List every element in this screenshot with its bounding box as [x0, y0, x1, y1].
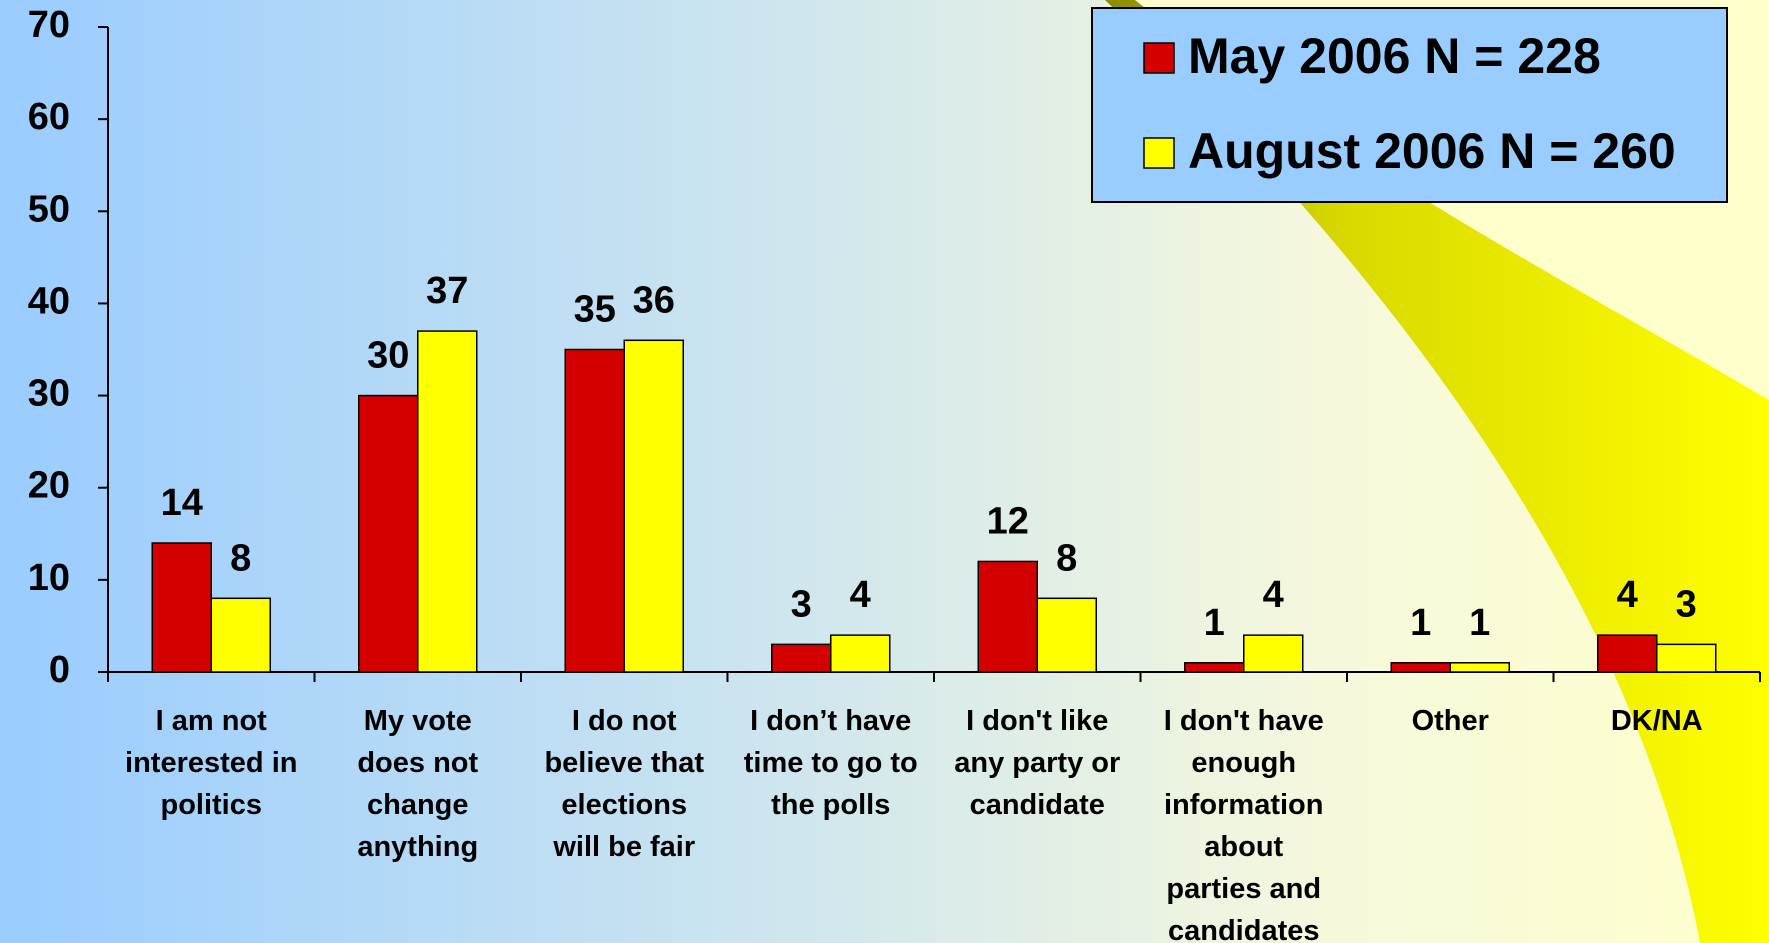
- x-tick-label: Other: [1347, 700, 1554, 742]
- bar: [831, 635, 890, 672]
- bar: [152, 543, 211, 672]
- value-label: 1: [1469, 602, 1490, 644]
- bar: [1657, 644, 1716, 672]
- legend: May 2006 N = 228 August 2006 N = 260: [1092, 8, 1727, 202]
- x-tick-label-box: Other: [1347, 700, 1554, 943]
- bar: [1391, 663, 1450, 672]
- value-label: 1: [1410, 602, 1431, 644]
- value-label: 30: [367, 335, 409, 377]
- bar: [1450, 663, 1509, 672]
- value-label: 14: [161, 482, 203, 524]
- legend-label: August 2006 N = 260: [1188, 123, 1676, 179]
- legend-swatch: [1144, 138, 1174, 168]
- x-tick-label-box: I don't have enough information about pa…: [1141, 700, 1348, 943]
- y-tick-label: 20: [28, 465, 70, 507]
- legend-swatch: [1144, 43, 1174, 73]
- x-tick-label-box: My vote does not change anything: [315, 700, 522, 943]
- y-tick-label: 50: [28, 188, 70, 230]
- value-label: 12: [987, 500, 1029, 542]
- bar: [418, 331, 477, 672]
- x-tick-label-box: I do not believe that elections will be …: [521, 700, 728, 943]
- value-label: 3: [1676, 583, 1697, 625]
- value-label: 4: [1617, 574, 1638, 616]
- bar: [1244, 635, 1303, 672]
- x-tick-label: My vote does not change anything: [315, 700, 522, 868]
- bar: [978, 561, 1037, 672]
- value-label: 4: [1263, 574, 1284, 616]
- x-tick-label-box: I am not interested in politics: [108, 700, 315, 943]
- value-label: 1: [1204, 602, 1225, 644]
- legend-label: May 2006 N = 228: [1188, 28, 1601, 84]
- chart: May 2006 N = 228 August 2006 N = 260 0 10 2…: [0, 0, 1769, 943]
- bar: [624, 340, 683, 672]
- x-tick-label: DK/NA: [1554, 700, 1761, 742]
- y-tick-label: 60: [28, 96, 70, 138]
- x-tick-label-box: I don’t have time to go to the polls: [728, 700, 935, 943]
- bar: [1185, 663, 1244, 672]
- x-tick-label: I do not believe that elections will be …: [521, 700, 728, 868]
- value-label: 37: [426, 270, 468, 312]
- bar: [1598, 635, 1657, 672]
- value-label: 36: [633, 279, 675, 321]
- y-tick-label: 70: [28, 4, 70, 46]
- bar: [211, 598, 270, 672]
- y-tick-label: 40: [28, 280, 70, 322]
- bar: [1037, 598, 1096, 672]
- y-tick-label: 10: [28, 557, 70, 599]
- x-tick-label: I don't have enough information about pa…: [1141, 700, 1348, 943]
- value-label: 8: [230, 537, 251, 579]
- value-label: 3: [791, 583, 812, 625]
- y-tick-label: 30: [28, 373, 70, 415]
- value-label: 35: [574, 289, 616, 331]
- value-label: 4: [850, 574, 871, 616]
- value-label: 8: [1056, 537, 1077, 579]
- x-tick-label: I am not interested in politics: [108, 700, 315, 826]
- x-tick-label: I don't like any party or candidate: [934, 700, 1141, 826]
- bar: [565, 350, 624, 673]
- x-tick-label-box: DK/NA: [1554, 700, 1761, 943]
- y-tick-label: 0: [49, 649, 70, 691]
- bar: [772, 644, 831, 672]
- bar: [359, 396, 418, 672]
- x-tick-label-box: I don't like any party or candidate: [934, 700, 1141, 943]
- x-tick-label: I don’t have time to go to the polls: [728, 700, 935, 826]
